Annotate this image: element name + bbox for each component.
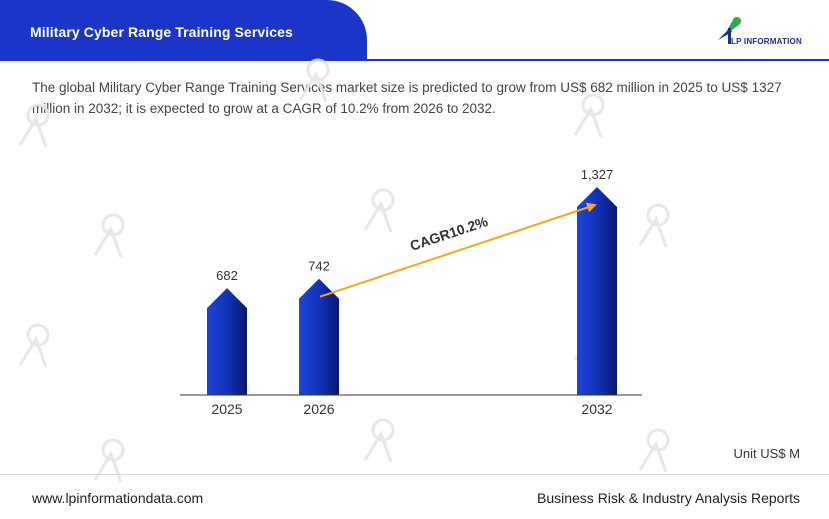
- footer-divider: [0, 474, 829, 475]
- footer-tagline: Business Risk & Industry Analysis Report…: [537, 490, 800, 506]
- value-label-2032: 1,327: [581, 167, 614, 182]
- page-title: Military Cyber Range Training Services: [30, 24, 293, 40]
- cagr-arrow: [319, 202, 597, 298]
- x-tick-2025: 2025: [211, 401, 242, 417]
- value-label-2026: 742: [308, 259, 330, 274]
- bar-2032: [577, 187, 617, 395]
- header-divider: [0, 59, 829, 61]
- website-link[interactable]: www.lpinformationdata.com: [32, 490, 204, 506]
- bar-2026: [299, 278, 339, 395]
- x-tick-2026: 2026: [303, 401, 334, 417]
- market-description: The global Military Cyber Range Training…: [32, 80, 782, 116]
- value-label-2025: 682: [216, 268, 238, 283]
- logo-text: LP INFORMATION: [731, 37, 802, 46]
- lp-logo-icon: [718, 17, 741, 44]
- bar-2025: [207, 288, 247, 395]
- x-tick-2032: 2032: [581, 401, 612, 417]
- unit-label: Unit US$ M: [733, 446, 800, 461]
- title-tab: Military Cyber Range Training Services: [0, 0, 367, 61]
- cagr-label: CAGR10.2%: [408, 213, 490, 254]
- market-size-chart: 682 2025 742 2026 1,327 2032 CAGR10.2%: [180, 167, 642, 417]
